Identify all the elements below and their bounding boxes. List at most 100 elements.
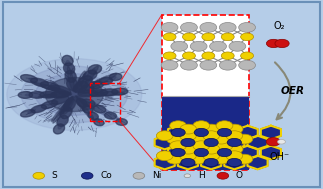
Polygon shape xyxy=(191,126,211,139)
Circle shape xyxy=(180,131,196,141)
Circle shape xyxy=(216,141,233,151)
Circle shape xyxy=(170,121,186,131)
Ellipse shape xyxy=(79,85,94,93)
Ellipse shape xyxy=(35,74,113,115)
Polygon shape xyxy=(214,146,234,159)
Circle shape xyxy=(166,154,183,164)
Ellipse shape xyxy=(21,110,35,117)
Polygon shape xyxy=(168,126,188,139)
Circle shape xyxy=(190,134,206,144)
Bar xyxy=(90,83,120,121)
Polygon shape xyxy=(261,126,281,139)
Polygon shape xyxy=(178,156,198,169)
Circle shape xyxy=(217,148,232,157)
Text: OH⁻: OH⁻ xyxy=(269,152,289,162)
Circle shape xyxy=(184,174,191,178)
Ellipse shape xyxy=(78,90,98,97)
Ellipse shape xyxy=(62,55,73,66)
Ellipse shape xyxy=(73,81,88,93)
Circle shape xyxy=(171,148,185,157)
Circle shape xyxy=(226,144,243,154)
Ellipse shape xyxy=(40,91,57,98)
Ellipse shape xyxy=(34,83,70,94)
Circle shape xyxy=(277,139,286,144)
Ellipse shape xyxy=(94,119,104,126)
Ellipse shape xyxy=(60,107,72,119)
Polygon shape xyxy=(201,136,221,149)
Circle shape xyxy=(221,52,234,60)
Ellipse shape xyxy=(112,88,128,95)
Circle shape xyxy=(200,22,217,32)
Circle shape xyxy=(180,151,196,161)
Ellipse shape xyxy=(64,63,75,74)
Ellipse shape xyxy=(28,94,74,114)
Text: O₂: O₂ xyxy=(274,22,285,31)
Circle shape xyxy=(133,172,145,179)
Ellipse shape xyxy=(116,119,127,125)
Ellipse shape xyxy=(38,94,71,97)
Ellipse shape xyxy=(29,78,74,95)
Bar xyxy=(162,15,249,170)
Ellipse shape xyxy=(76,66,99,92)
Circle shape xyxy=(239,60,255,70)
Ellipse shape xyxy=(31,78,48,87)
Polygon shape xyxy=(247,156,267,169)
Circle shape xyxy=(203,144,220,154)
Ellipse shape xyxy=(51,91,68,98)
Ellipse shape xyxy=(26,92,74,97)
Ellipse shape xyxy=(89,81,103,89)
Polygon shape xyxy=(178,136,198,149)
Ellipse shape xyxy=(47,88,72,94)
Circle shape xyxy=(202,52,215,60)
Circle shape xyxy=(161,60,178,70)
Circle shape xyxy=(81,172,93,179)
Polygon shape xyxy=(224,156,245,169)
Text: Ni: Ni xyxy=(152,171,161,180)
Ellipse shape xyxy=(65,70,76,82)
Ellipse shape xyxy=(41,101,58,108)
Ellipse shape xyxy=(53,97,72,123)
Circle shape xyxy=(236,134,253,144)
Ellipse shape xyxy=(67,78,78,91)
Circle shape xyxy=(210,41,226,51)
Circle shape xyxy=(181,158,195,167)
Ellipse shape xyxy=(21,66,128,123)
Circle shape xyxy=(181,22,197,32)
Polygon shape xyxy=(155,136,175,149)
Ellipse shape xyxy=(41,82,60,90)
Ellipse shape xyxy=(67,67,75,92)
Ellipse shape xyxy=(74,77,116,95)
Circle shape xyxy=(266,138,280,146)
Ellipse shape xyxy=(29,91,45,98)
Circle shape xyxy=(226,131,243,141)
Circle shape xyxy=(213,154,230,164)
Circle shape xyxy=(156,151,173,161)
Circle shape xyxy=(217,172,229,179)
Circle shape xyxy=(202,33,215,41)
Circle shape xyxy=(241,33,254,41)
Circle shape xyxy=(266,39,281,48)
Ellipse shape xyxy=(78,73,117,93)
Ellipse shape xyxy=(99,77,113,85)
Ellipse shape xyxy=(64,99,76,111)
Ellipse shape xyxy=(31,105,47,113)
Ellipse shape xyxy=(88,65,101,74)
Circle shape xyxy=(221,33,234,41)
Circle shape xyxy=(239,22,255,32)
Ellipse shape xyxy=(51,85,71,94)
Circle shape xyxy=(226,124,243,134)
Ellipse shape xyxy=(59,97,73,115)
Circle shape xyxy=(275,39,289,48)
Circle shape xyxy=(227,138,241,147)
Ellipse shape xyxy=(76,99,87,107)
Circle shape xyxy=(193,121,210,131)
Circle shape xyxy=(236,154,253,164)
Circle shape xyxy=(182,33,195,41)
Ellipse shape xyxy=(104,112,117,119)
Ellipse shape xyxy=(82,99,95,107)
Circle shape xyxy=(33,172,45,179)
Ellipse shape xyxy=(93,105,106,113)
Ellipse shape xyxy=(7,59,142,130)
Circle shape xyxy=(194,148,208,157)
Circle shape xyxy=(229,41,246,51)
